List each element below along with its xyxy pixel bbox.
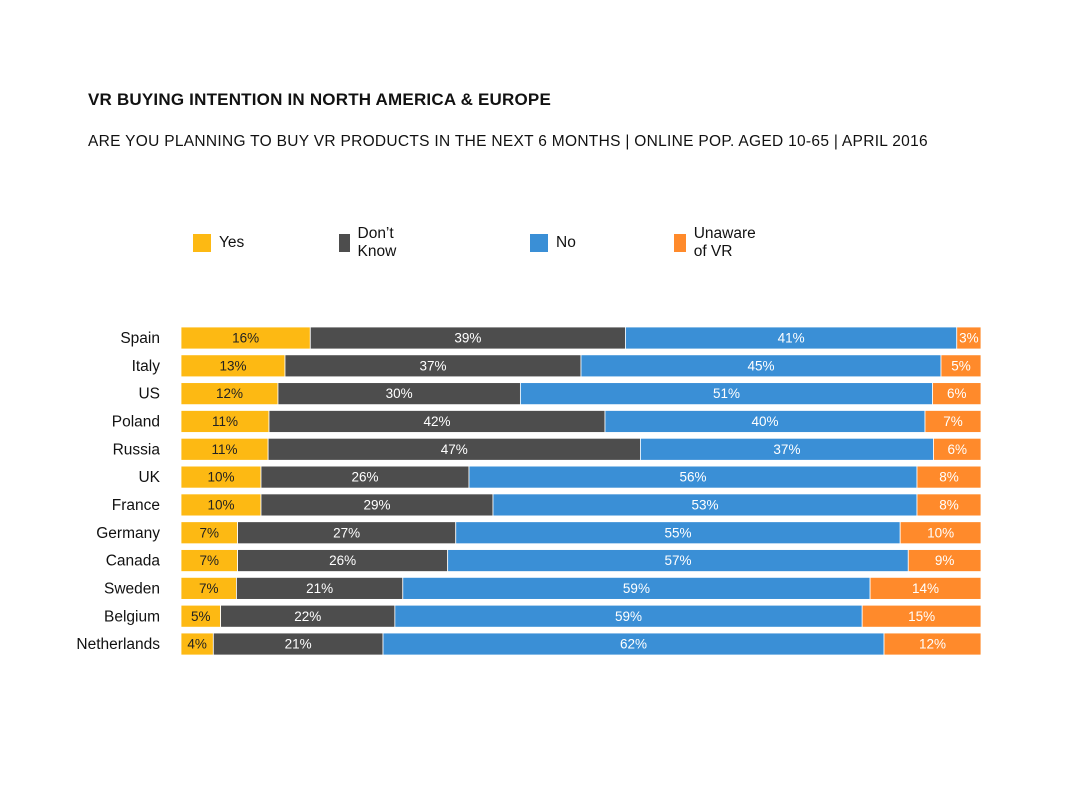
data-label: 39% (454, 331, 481, 346)
bar-segment (940, 354, 982, 378)
category-label: Germany (96, 525, 160, 542)
bar-segment (933, 437, 982, 461)
category-label: US (138, 386, 160, 403)
data-label: 62% (620, 637, 647, 652)
data-label: 11% (212, 442, 238, 457)
data-label: 11% (212, 414, 238, 429)
data-label: 16% (232, 331, 259, 346)
data-label: 5% (191, 609, 211, 624)
legend-swatch (530, 234, 548, 252)
legend-label: Yes (219, 234, 245, 251)
data-label: 14% (912, 581, 939, 596)
data-label: 12% (216, 386, 243, 401)
data-label: 15% (908, 609, 935, 624)
bar-segment (924, 410, 982, 433)
category-label: Netherlands (76, 636, 160, 653)
bar-segment (956, 326, 982, 350)
legend-label: Unaware of VR (693, 225, 756, 260)
legend-swatch (674, 234, 686, 252)
data-label: 26% (351, 470, 378, 485)
category-label: Spain (120, 330, 160, 347)
bar-segment (869, 576, 982, 600)
data-label: 55% (664, 525, 691, 540)
data-label: 9% (935, 553, 955, 568)
data-label: 3% (959, 331, 979, 346)
data-label: 21% (306, 581, 333, 596)
data-label: 47% (441, 442, 468, 457)
data-label: 8% (939, 470, 959, 485)
legend-label: Don’t Know (357, 225, 397, 260)
data-label: 30% (386, 386, 413, 401)
data-label: 42% (423, 414, 450, 429)
category-label: Belgium (104, 608, 160, 625)
data-label: 21% (285, 637, 312, 652)
data-label: 10% (207, 470, 234, 485)
data-label: 37% (773, 442, 800, 457)
data-label: 59% (623, 581, 650, 596)
data-label: 10% (207, 497, 234, 512)
data-label: 6% (947, 442, 967, 457)
data-label: 8% (939, 497, 959, 512)
legend-item-no: No (530, 234, 576, 252)
legend-item-don-t-know: Don’t Know (339, 225, 404, 260)
data-label: 7% (943, 414, 963, 429)
data-label: 56% (679, 470, 706, 485)
legend-swatch (339, 234, 350, 252)
bar-segment (916, 493, 982, 517)
category-label: Italy (132, 358, 161, 375)
category-label: France (112, 497, 160, 514)
data-label: 6% (947, 386, 967, 401)
category-label: Canada (106, 553, 161, 570)
bar-segment (883, 632, 982, 656)
data-label: 5% (951, 358, 971, 373)
category-label: Poland (112, 414, 160, 431)
chart-title: VR BUYING INTENTION IN NORTH AMERICA & E… (88, 90, 551, 109)
data-label: 45% (747, 358, 774, 373)
bar-segment (916, 465, 982, 489)
bar-segment (907, 549, 982, 572)
data-label: 37% (419, 358, 446, 373)
data-label: 12% (919, 637, 946, 652)
bar-segment (899, 521, 982, 545)
legend-label: No (556, 234, 576, 251)
legend-item-yes: Yes (193, 234, 244, 252)
category-label: Russia (113, 441, 161, 458)
data-label: 40% (751, 414, 778, 429)
data-label: 57% (664, 553, 691, 568)
data-label: 4% (187, 637, 207, 652)
category-label: Sweden (104, 580, 160, 597)
category-label: UK (138, 469, 160, 486)
data-label: 26% (329, 553, 356, 568)
legend-item-unaware-of-vr: Unaware of VR (674, 225, 762, 260)
data-label: 10% (927, 525, 954, 540)
data-label: 27% (333, 525, 360, 540)
data-label: 41% (778, 331, 805, 346)
legend-swatch (193, 234, 211, 252)
data-label: 51% (713, 386, 740, 401)
data-label: 29% (363, 497, 390, 512)
bar-segment (932, 382, 982, 406)
data-label: 7% (199, 581, 219, 596)
data-label: 59% (615, 609, 642, 624)
data-label: 13% (219, 358, 246, 373)
data-label: 22% (294, 609, 321, 624)
chart-subtitle: ARE YOU PLANNING TO BUY VR PRODUCTS IN T… (88, 133, 928, 150)
data-label: 7% (200, 525, 220, 540)
data-label: 7% (200, 553, 220, 568)
data-label: 53% (691, 497, 718, 512)
bar-segment (861, 604, 982, 628)
